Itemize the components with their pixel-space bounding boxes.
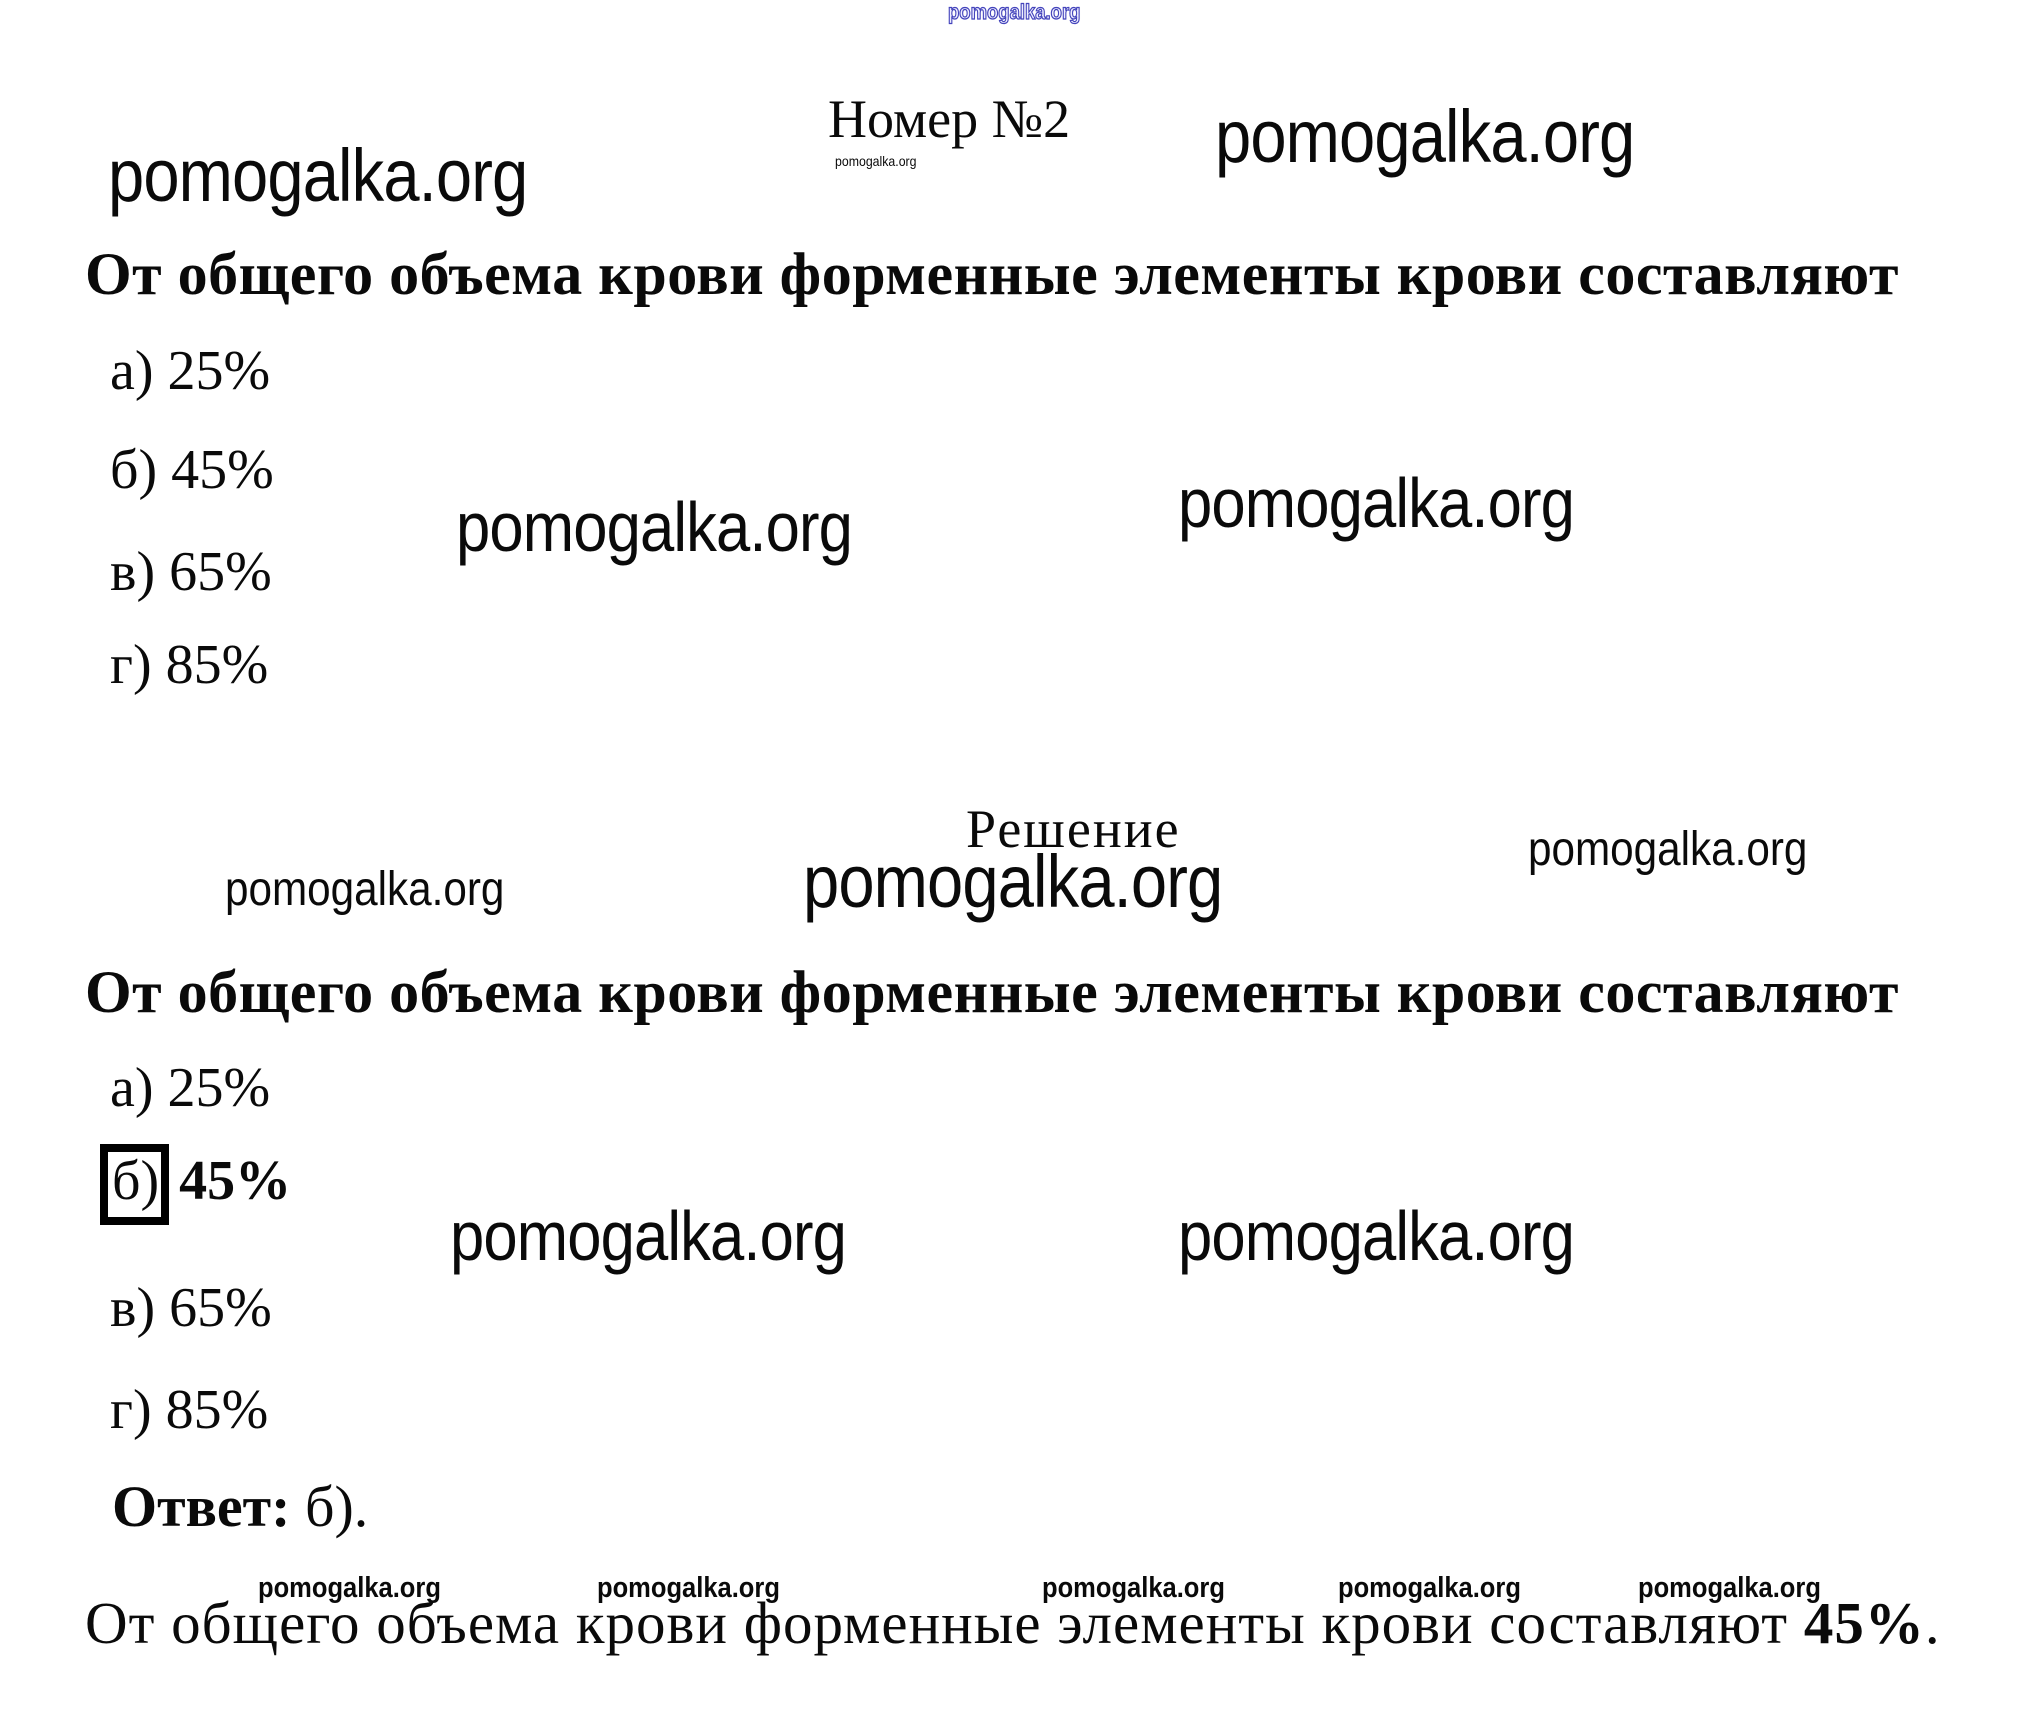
- option-value: 65%: [169, 541, 272, 603]
- task-option-g: г) 85%: [110, 633, 268, 697]
- watermark-bottom-5: pomogalka.org: [1638, 1572, 1821, 1604]
- task-option-b: б) 45%: [110, 438, 274, 502]
- watermark-center-large: pomogalka.org: [803, 840, 1223, 923]
- watermark-solution-left: pomogalka.org: [450, 1197, 847, 1275]
- task-option-v: в) 65%: [110, 540, 272, 604]
- task-option-a: а) 25%: [110, 339, 270, 403]
- watermark-tiny-center: pomogalka.org: [835, 153, 917, 169]
- option-key: в): [110, 541, 156, 603]
- correct-option-value: 45%: [179, 1150, 292, 1212]
- watermark-mid-right: pomogalka.org: [1178, 464, 1575, 542]
- watermark-top-outline: pomogalka.org: [947, 1, 1081, 24]
- watermark-mid-left: pomogalka.org: [456, 488, 853, 566]
- watermark-right-medium: pomogalka.org: [1528, 823, 1808, 876]
- option-value: 65%: [169, 1277, 272, 1339]
- watermark-left-medium: pomogalka.org: [225, 863, 505, 916]
- option-key: г): [110, 634, 152, 696]
- solution-option-b-correct: б) 45%: [100, 1144, 291, 1225]
- solution-heading: Решение: [966, 799, 1181, 859]
- watermark-solution-right: pomogalka.org: [1178, 1197, 1575, 1275]
- correct-option-box: б): [100, 1144, 170, 1225]
- option-value: 25%: [167, 340, 271, 402]
- task-question: От общего объема крови форменные элемент…: [85, 241, 1899, 307]
- solution-option-g: г) 85%: [110, 1378, 268, 1442]
- answer-label: Ответ:: [112, 1474, 291, 1539]
- option-key: б): [110, 439, 158, 501]
- watermark-top-right: pomogalka.org: [1215, 95, 1635, 178]
- watermark-bottom-3: pomogalka.org: [1042, 1572, 1225, 1604]
- option-key: в): [110, 1277, 156, 1339]
- solution-option-a: а) 25%: [110, 1056, 270, 1120]
- watermark-bottom-2: pomogalka.org: [597, 1572, 780, 1604]
- option-key: а): [110, 340, 154, 402]
- answer-line: Ответ: б).: [112, 1474, 368, 1541]
- conclusion-text: От общего объема крови форменные элемент…: [85, 1590, 1789, 1656]
- watermark-bottom-1: pomogalka.org: [258, 1572, 441, 1604]
- solution-question: От общего объема крови форменные элемент…: [85, 959, 1899, 1025]
- answer-value: б).: [304, 1474, 369, 1539]
- solution-option-v: в) 65%: [110, 1276, 272, 1340]
- option-value: 45%: [171, 439, 274, 501]
- conclusion-period: .: [1924, 1590, 1941, 1656]
- option-value: 85%: [165, 634, 269, 696]
- watermark-bottom-4: pomogalka.org: [1338, 1572, 1521, 1604]
- watermark-top-left: pomogalka.org: [108, 134, 528, 217]
- option-key: г): [110, 1379, 152, 1441]
- conclusion-line: От общего объема крови форменные элемент…: [85, 1590, 1941, 1658]
- page-title: Номер №2: [828, 89, 1071, 149]
- option-value: 25%: [167, 1057, 271, 1119]
- conclusion-highlight: 45%: [1803, 1590, 1925, 1656]
- option-value: 85%: [165, 1379, 269, 1441]
- option-key: а): [110, 1057, 154, 1119]
